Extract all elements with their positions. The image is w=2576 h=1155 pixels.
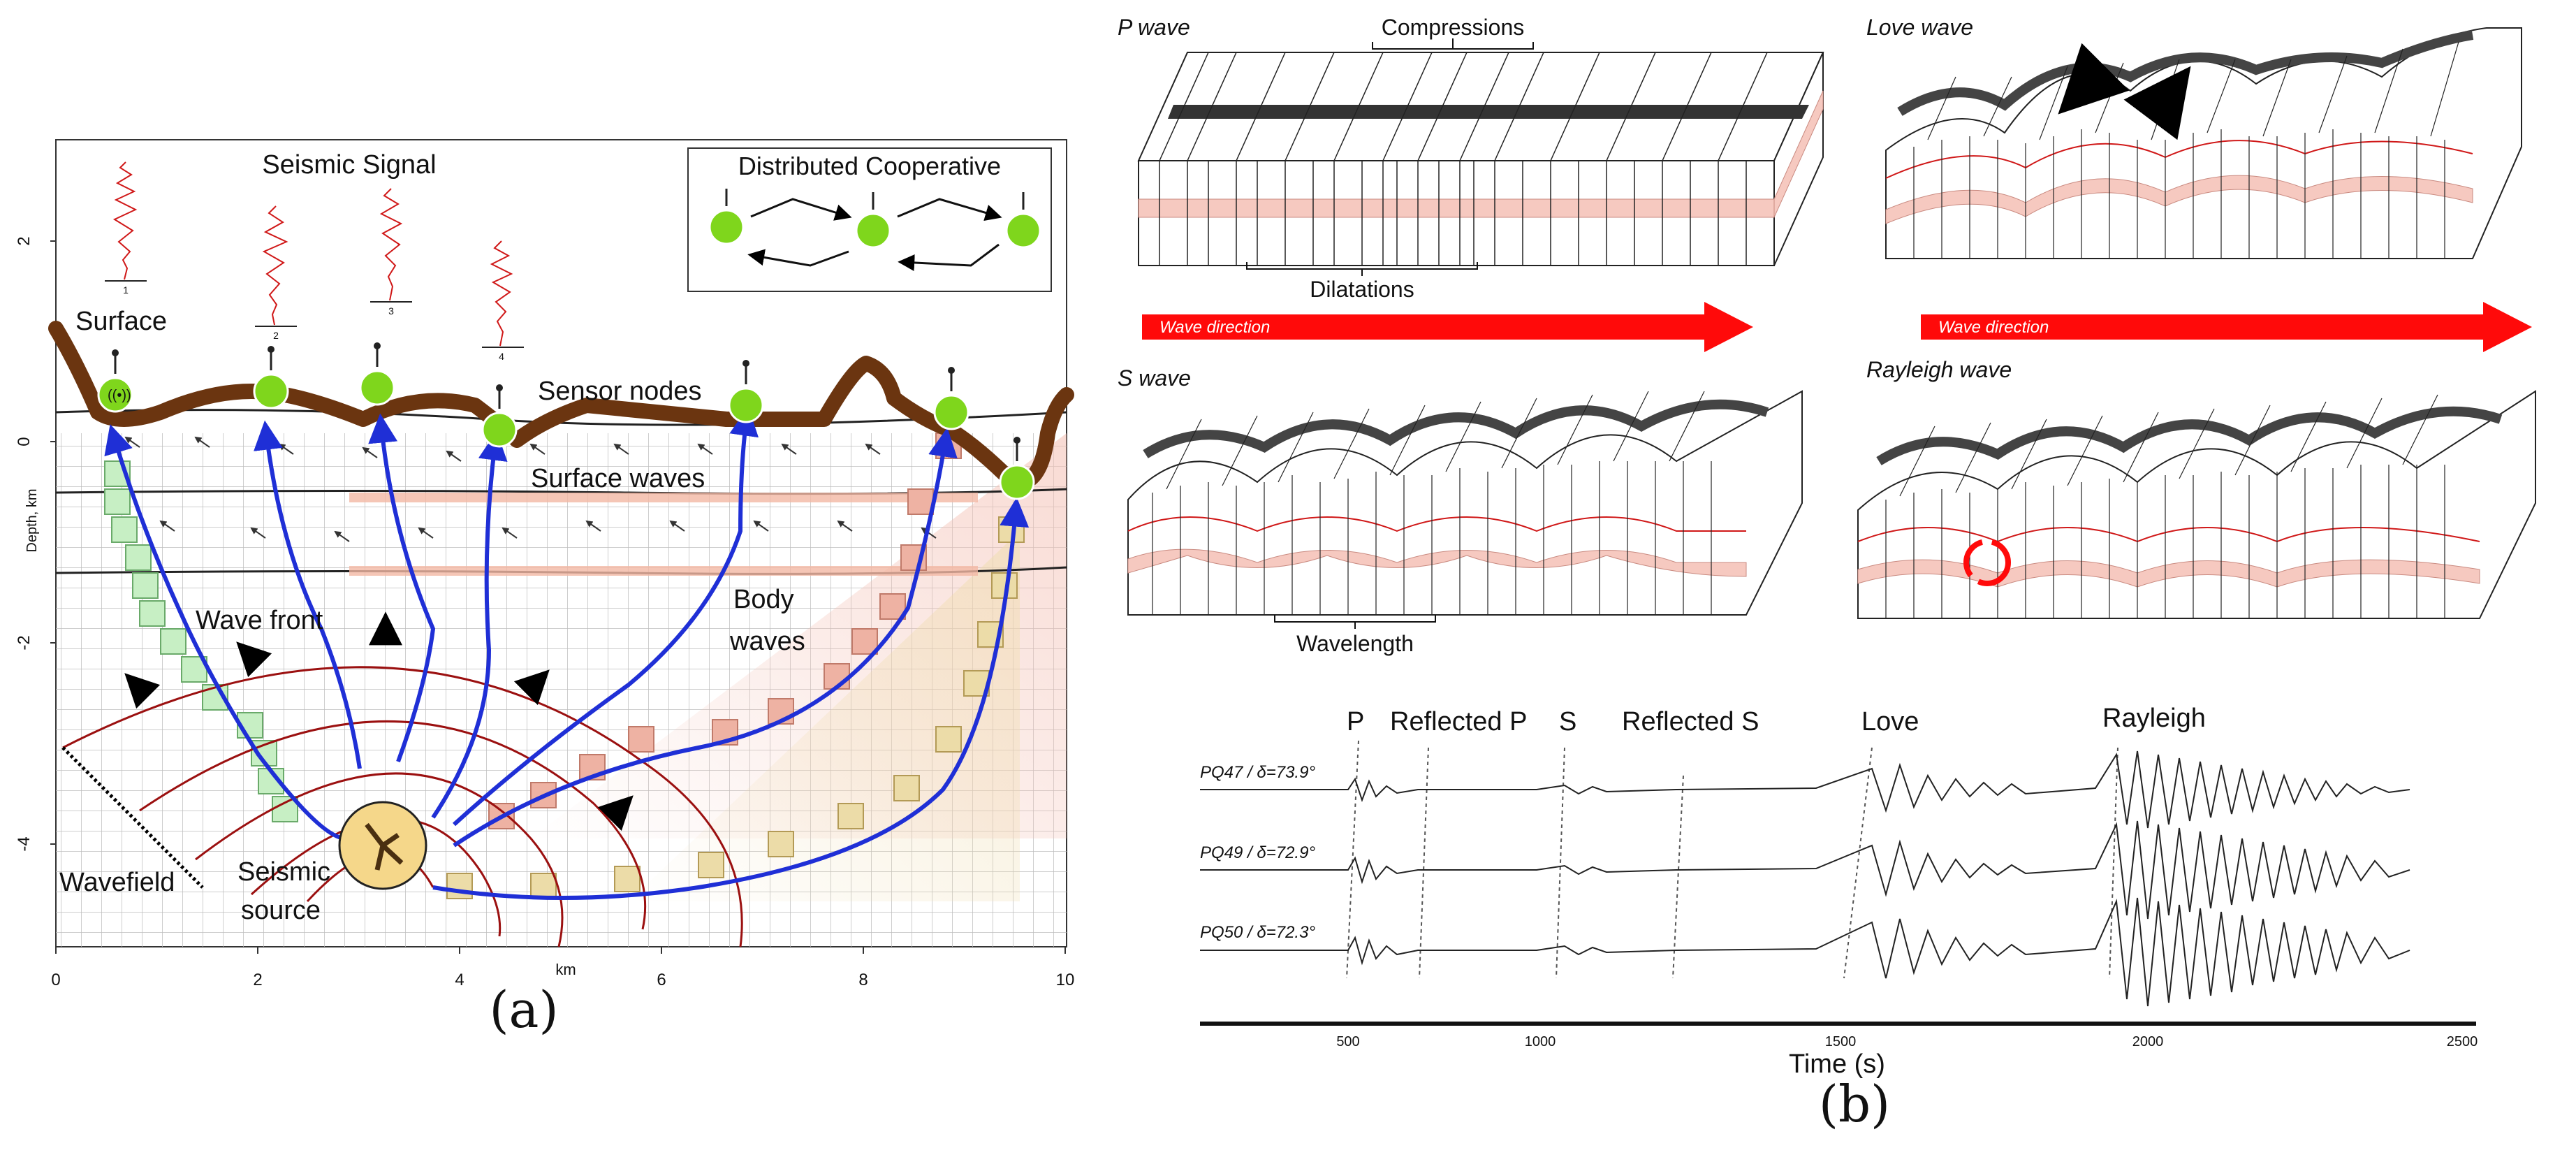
- wavefield-line: [61, 746, 204, 889]
- body-waves-label: Body: [733, 585, 794, 614]
- y-tick: -2: [15, 635, 34, 650]
- x-tick: 10: [1056, 971, 1075, 989]
- x-tick: 4: [455, 971, 464, 989]
- green-path-squares: [104, 460, 298, 822]
- cooperative-title: Distributed Cooperative: [738, 152, 1001, 180]
- trace-label: PQ47 / δ=73.9°: [1200, 763, 1315, 782]
- y-axis-label: Depth, km: [24, 488, 40, 552]
- sensor-node: [481, 384, 518, 448]
- signal-id: 1: [123, 284, 129, 296]
- time-axis-ticks: 500 1000 1500 2000 2500: [1336, 1034, 2478, 1049]
- x-tick: 2: [253, 971, 262, 989]
- trace-labels: PQ47 / δ=73.9° PQ49 / δ=72.9° PQ50 / δ=7…: [1200, 763, 1315, 942]
- seismogram: P Reflected P S Reflected S Love Rayleig…: [1200, 704, 2478, 1079]
- panel-a: ((•)): [15, 139, 1074, 1039]
- wavefront-direction-arrows: [124, 611, 634, 831]
- y-tick: 2: [15, 236, 34, 245]
- x-tick: 2000: [2132, 1034, 2164, 1049]
- sensor-node: [999, 437, 1035, 500]
- love-wave-diagram: Love wave: [1866, 15, 2522, 259]
- wave-direction-label: Wave direction: [1938, 318, 2049, 337]
- p-wave-title: P wave: [1118, 15, 1190, 40]
- x-tick: 500: [1336, 1034, 1359, 1049]
- y-axis-ticks: 2 0 -2 -4: [15, 236, 34, 851]
- panel-a-caption: (a): [489, 980, 558, 1039]
- phase-lines: [1346, 740, 2118, 979]
- love-wave-title: Love wave: [1866, 15, 1973, 40]
- phase-label: Love: [1861, 707, 1919, 736]
- trace-label: PQ49 / δ=72.9°: [1200, 843, 1315, 862]
- trace-label: PQ50 / δ=72.3°: [1200, 923, 1315, 942]
- seismic-source: [338, 801, 427, 890]
- seismic-traces: [1200, 750, 2410, 1007]
- sensor-nodes: ((•)): [97, 342, 1035, 500]
- x-tick: 2500: [2447, 1034, 2478, 1049]
- dilatations-label: Dilatations: [1310, 277, 1414, 302]
- x-tick: 1500: [1825, 1034, 1857, 1049]
- svg-text:((•)): ((•)): [108, 388, 131, 403]
- y-tick: -4: [15, 836, 34, 851]
- body-waves-label: waves: [729, 627, 805, 656]
- sensor-nodes-label: Sensor nodes: [538, 377, 702, 406]
- time-axis-label: Time (s): [1789, 1049, 1885, 1079]
- s-wave-title: S wave: [1118, 365, 1191, 391]
- panel-b-caption: (b): [1819, 1075, 1890, 1133]
- wave-front-label: Wave front: [196, 606, 323, 635]
- seismic-rays: [104, 406, 1030, 900]
- wavelength-label: Wavelength: [1296, 631, 1414, 656]
- signal-id: 2: [273, 330, 279, 341]
- s-wave-diagram: S wave: [1118, 365, 1803, 656]
- sensor-node: [728, 360, 764, 423]
- wave-direction-arrow: Wave direction: [1921, 302, 2532, 352]
- p-wave-diagram: P wave Compressions: [1118, 15, 1824, 302]
- wave-direction-label: Wave direction: [1159, 318, 1270, 337]
- phase-label: S: [1559, 707, 1576, 736]
- signal-id: 3: [388, 305, 394, 317]
- x-tick: 8: [858, 971, 868, 989]
- signal-id: 4: [499, 351, 504, 362]
- rayleigh-wave-title: Rayleigh wave: [1866, 357, 2012, 382]
- signal-title: Seismic Signal: [262, 150, 436, 180]
- seismic-signal-traces: [112, 161, 513, 347]
- x-axis-label: km: [555, 961, 576, 978]
- sensor-node: [933, 367, 969, 430]
- signal-baselines: [105, 280, 524, 348]
- y-tick-marks: [50, 240, 56, 845]
- phase-label: Reflected S: [1622, 707, 1759, 736]
- surface-label: Surface: [75, 307, 167, 336]
- sensor-node: ((•)): [97, 349, 133, 413]
- surface-waves-label: Surface waves: [531, 464, 705, 493]
- phase-label: Reflected P: [1390, 707, 1527, 736]
- crust-surface: [48, 321, 1074, 491]
- phase-label: P: [1347, 707, 1364, 736]
- wavefield-label: Wavefield: [59, 868, 175, 897]
- rayleigh-wave-diagram: Rayleigh wave: [1857, 357, 2536, 619]
- x-tick: 0: [51, 971, 60, 989]
- y-tick: 0: [15, 437, 34, 446]
- compressions-label: Compressions: [1382, 15, 1525, 40]
- x-tick: 6: [657, 971, 666, 989]
- rayleigh-rotation-icon: [1963, 539, 2011, 586]
- layer-band-1: [349, 493, 978, 502]
- cooperative-inset: Distributed Cooperative: [687, 147, 1052, 292]
- seismic-source-label: Seismic: [237, 857, 330, 887]
- x-tick: 1000: [1525, 1034, 1556, 1049]
- wave-direction-arrow: Wave direction: [1142, 302, 1753, 352]
- sensor-node: [253, 346, 289, 409]
- phase-labels: P Reflected P S Reflected S Love Rayleig…: [1347, 704, 2206, 736]
- layer-band-2: [349, 566, 978, 576]
- seismic-source-label: source: [241, 896, 321, 925]
- panel-b: P wave Compressions: [1118, 15, 2536, 1133]
- x-axis-ticks: 0 2 4 6 8 10: [51, 971, 1074, 989]
- sensor-node: [359, 342, 395, 406]
- phase-label: Rayleigh: [2102, 704, 2206, 733]
- x-tick-marks: [55, 947, 1066, 954]
